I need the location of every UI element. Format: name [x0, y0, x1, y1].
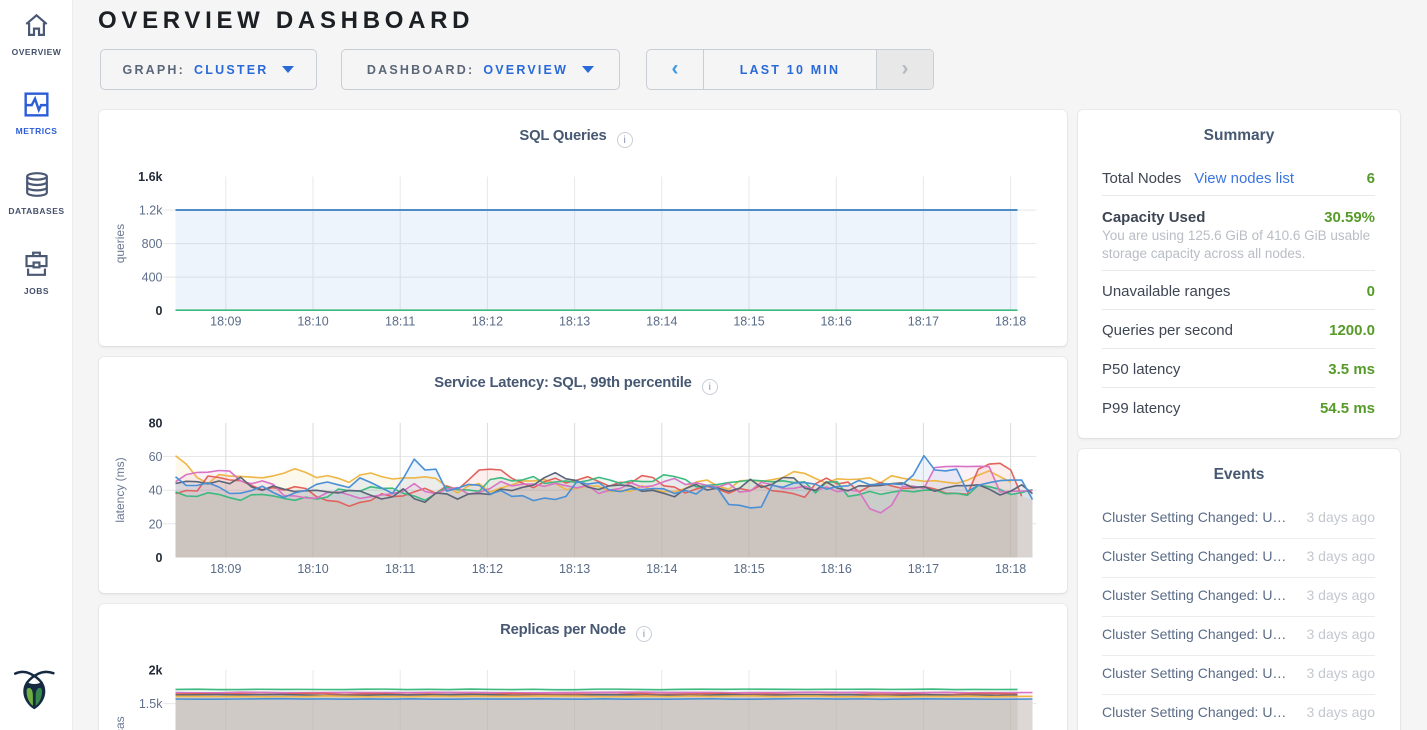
svg-text:1.6k: 1.6k	[138, 170, 162, 184]
svg-text:18:11: 18:11	[385, 562, 415, 576]
svg-text:1.2k: 1.2k	[139, 204, 163, 218]
svg-text:18:12: 18:12	[472, 315, 503, 329]
svg-text:18:16: 18:16	[821, 562, 852, 576]
svg-text:18:17: 18:17	[908, 315, 939, 329]
svg-text:18:15: 18:15	[733, 562, 764, 576]
svg-text:80: 80	[149, 416, 163, 430]
svg-text:0: 0	[156, 551, 163, 565]
svg-text:18:14: 18:14	[646, 315, 677, 329]
svg-text:18:18: 18:18	[995, 562, 1026, 576]
svg-text:400: 400	[142, 271, 163, 285]
svg-text:18:14: 18:14	[646, 562, 677, 576]
svg-text:0: 0	[156, 304, 163, 318]
svg-text:18:09: 18:09	[210, 315, 241, 329]
svg-text:queries: queries	[113, 224, 127, 263]
svg-text:18:16: 18:16	[821, 315, 852, 329]
svg-text:18:13: 18:13	[559, 562, 590, 576]
svg-text:latency (ms): latency (ms)	[113, 457, 127, 522]
svg-text:18:12: 18:12	[472, 562, 503, 576]
svg-text:replicas: replicas	[113, 716, 127, 730]
svg-text:18:17: 18:17	[908, 562, 939, 576]
svg-text:1.5k: 1.5k	[139, 697, 163, 711]
svg-text:18:11: 18:11	[385, 315, 415, 329]
svg-text:18:10: 18:10	[297, 315, 328, 329]
svg-text:20: 20	[149, 517, 163, 531]
svg-text:18:10: 18:10	[297, 562, 328, 576]
svg-text:18:13: 18:13	[559, 315, 590, 329]
svg-text:18:09: 18:09	[210, 562, 241, 576]
svg-text:40: 40	[149, 484, 163, 498]
svg-text:60: 60	[149, 450, 163, 464]
svg-text:2k: 2k	[149, 664, 163, 678]
svg-text:18:18: 18:18	[995, 315, 1026, 329]
svg-text:800: 800	[142, 237, 163, 251]
svg-text:18:15: 18:15	[733, 315, 764, 329]
